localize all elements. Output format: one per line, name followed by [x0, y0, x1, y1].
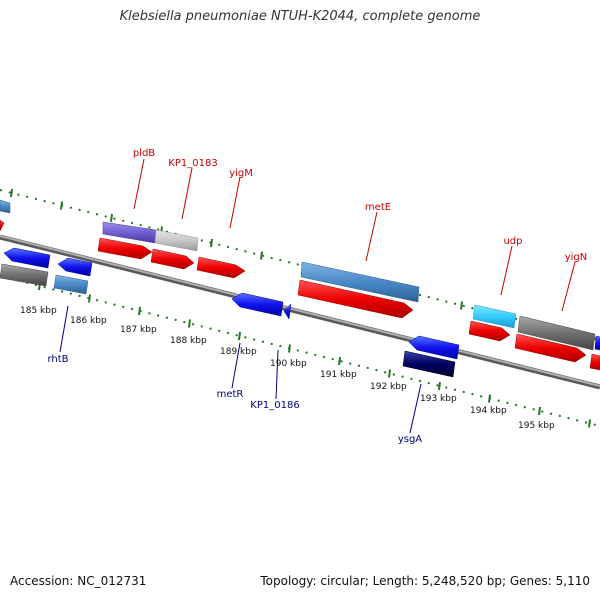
gene-label[interactable]: rhtB: [47, 354, 68, 365]
feature-arrow-forward[interactable]: [196, 256, 246, 279]
tick-mark: [238, 331, 241, 341]
feature-box[interactable]: [594, 335, 600, 351]
feature-box[interactable]: [517, 315, 596, 351]
feature-arrow-forward[interactable]: [514, 333, 587, 363]
feature-box[interactable]: [154, 229, 199, 252]
gene-label[interactable]: yigN: [565, 252, 588, 263]
tick-mark: [538, 406, 541, 416]
lower-major-ticks: [38, 281, 591, 428]
feature-arrow-reverse[interactable]: [57, 257, 93, 277]
tick-mark: [138, 306, 141, 316]
feature-arrow-forward[interactable]: [589, 353, 600, 371]
tick-mark: [488, 394, 491, 403]
feature-arrow-reverse[interactable]: [408, 335, 460, 360]
feature-arrow-forward[interactable]: [297, 279, 414, 319]
gene-label[interactable]: pldB: [133, 148, 155, 159]
tick-mark: [460, 301, 463, 310]
gene-labels: pldB KP1_0183 yigM metE udp yigN rhtB me…: [47, 148, 587, 445]
tick-mark: [260, 251, 263, 260]
gene-label[interactable]: metR: [217, 389, 244, 400]
tick-mark: [10, 188, 13, 198]
feature-box[interactable]: [402, 350, 456, 378]
tick-label: 191 kbp: [320, 370, 357, 380]
tick-label: 193 kbp: [420, 394, 457, 404]
feature-track: [0, 199, 600, 378]
tick-label: 188 kbp: [170, 336, 207, 346]
tick-mark: [288, 344, 291, 353]
tick-mark: [338, 356, 341, 366]
tick-label: 185 kbp: [20, 306, 57, 316]
feature-arrow-reverse[interactable]: [283, 303, 292, 320]
gene-label[interactable]: ysgA: [398, 434, 422, 445]
tick-mark: [388, 369, 391, 378]
tick-label: 187 kbp: [120, 325, 157, 335]
feature-box[interactable]: [53, 274, 89, 295]
gene-label[interactable]: udp: [503, 236, 522, 247]
map-title: Klebsiella pneumoniae NTUH-K2044, comple…: [119, 9, 481, 24]
gene-label[interactable]: metE: [365, 202, 391, 213]
tick-mark: [60, 201, 63, 210]
genome-backbone: [0, 234, 600, 390]
label-leaders: [59, 158, 576, 434]
feature-arrow-reverse[interactable]: [231, 292, 284, 317]
gene-label[interactable]: KP1_0183: [168, 158, 217, 169]
genome-summary-text: Topology: circular; Length: 5,248,520 bp…: [260, 574, 590, 588]
tick-mark: [188, 319, 191, 328]
gene-label[interactable]: KP1_0186: [250, 400, 299, 411]
tick-label: 192 kbp: [370, 382, 407, 392]
tick-mark: [210, 238, 213, 248]
feature-box[interactable]: [300, 261, 420, 303]
tick-mark: [110, 213, 113, 223]
gene-label[interactable]: yigM: [229, 168, 253, 179]
feature-arrow-forward[interactable]: [468, 320, 511, 342]
tick-label: 190 kbp: [270, 359, 307, 369]
tick-mark: [88, 294, 91, 303]
feature-box[interactable]: [472, 304, 517, 329]
tick-mark: [588, 419, 591, 428]
feature-box[interactable]: [0, 263, 49, 287]
feature-arrow-forward[interactable]: [97, 237, 153, 260]
tick-mark: [438, 381, 441, 391]
tick-label: 186 kbp: [70, 316, 107, 326]
tick-label: 194 kbp: [470, 406, 507, 416]
accession-text: Accession: NC_012731: [10, 574, 147, 588]
feature-box[interactable]: [0, 199, 11, 214]
feature-arrow-forward[interactable]: [0, 219, 5, 232]
tick-label: 195 kbp: [518, 421, 555, 431]
feature-arrow-forward[interactable]: [150, 248, 195, 270]
feature-arrow-reverse[interactable]: [3, 247, 51, 269]
